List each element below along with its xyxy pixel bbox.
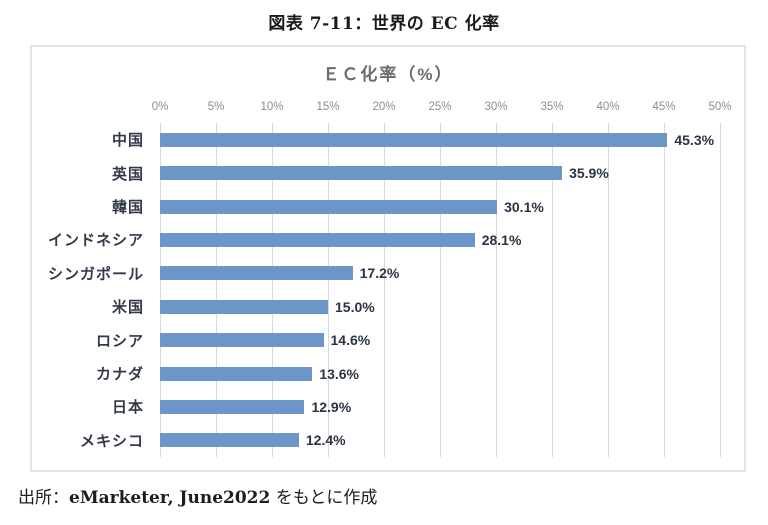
source-note: 出所：eMarketer, June2022 をもとに作成 bbox=[18, 483, 377, 508]
value-label: 45.3% bbox=[674, 131, 715, 148]
gridline bbox=[272, 123, 273, 457]
bar-row: 米国 15.0% bbox=[32, 290, 744, 323]
value-label: 17.2% bbox=[359, 265, 400, 282]
value-label: 28.1% bbox=[481, 231, 522, 248]
category-label: 韓国 bbox=[111, 199, 144, 217]
source-reference: eMarketer, June2022 bbox=[69, 488, 271, 508]
bar-track: 15.0% bbox=[160, 299, 720, 315]
bar-row: 韓国 30.1% bbox=[32, 190, 744, 223]
gridline bbox=[328, 123, 329, 457]
value-label: 12.4% bbox=[305, 432, 346, 449]
bar-row: 英国 35.9% bbox=[32, 156, 744, 189]
bar-row: 日本 12.9% bbox=[32, 390, 744, 423]
category-label: シンガポール bbox=[47, 265, 144, 283]
x-tick-label: 30% bbox=[484, 101, 508, 113]
bar bbox=[160, 433, 299, 448]
category-label: ロシア bbox=[95, 332, 144, 350]
value-label: 35.9% bbox=[569, 165, 609, 182]
value-label: 12.9% bbox=[311, 398, 352, 415]
source-suffix: をもとに作成 bbox=[270, 488, 378, 508]
value-label: 13.6% bbox=[319, 365, 360, 382]
category-label: メキシコ bbox=[79, 432, 144, 450]
x-tick-label: 35% bbox=[540, 101, 564, 113]
bar bbox=[160, 266, 353, 281]
bar-row: 中国 45.3% bbox=[32, 123, 744, 156]
gridline bbox=[384, 123, 385, 457]
gridline bbox=[496, 123, 497, 457]
bar-track: 13.6% bbox=[160, 366, 720, 382]
value-label: 15.0% bbox=[335, 298, 375, 315]
chart-title: ＥＣ化率（%） bbox=[322, 65, 454, 84]
bar-row: カナダ 13.6% bbox=[32, 357, 744, 390]
x-axis: 0% 5% 10% 15% 20% 25% 30% 35% 40% 45% 50% bbox=[152, 101, 732, 115]
gridlines bbox=[160, 123, 721, 457]
category-label: カナダ bbox=[95, 366, 144, 384]
bar bbox=[160, 166, 563, 181]
x-tick-label: 5% bbox=[207, 101, 225, 113]
gridline bbox=[440, 123, 441, 457]
x-tick-label: 40% bbox=[596, 101, 620, 113]
bar-track: 17.2% bbox=[160, 265, 720, 281]
bar bbox=[160, 299, 328, 314]
bar-rows: 中国 45.3% 英国 35.9% 韓国 30.1% インドネシア 28.1% シンガポール 17… bbox=[32, 123, 744, 457]
bar bbox=[160, 199, 498, 214]
gridline bbox=[608, 123, 609, 457]
x-tick-label: 15% bbox=[316, 101, 340, 113]
x-tick-label: 20% bbox=[372, 101, 396, 113]
chart-frame: ＥＣ化率（%） 0% 5% 10% 15% 20% 25% 30% 35% 40% 45% 50% … bbox=[30, 45, 746, 472]
bar-track: 45.3% bbox=[160, 132, 720, 148]
bar-row: ロシア 14.6% bbox=[32, 323, 744, 356]
x-tick-label: 10% bbox=[260, 101, 284, 113]
category-label: 米国 bbox=[111, 299, 144, 317]
category-label: 中国 bbox=[111, 132, 144, 150]
x-tick-label: 50% bbox=[708, 101, 732, 113]
category-label: 英国 bbox=[111, 165, 144, 183]
bar bbox=[160, 132, 668, 147]
category-label: インドネシア bbox=[47, 232, 144, 250]
bar-row: メキシコ 12.4% bbox=[32, 424, 744, 457]
bar-track: 12.9% bbox=[160, 399, 720, 415]
gridline bbox=[720, 123, 721, 457]
bar-track: 12.4% bbox=[160, 432, 720, 448]
gridline bbox=[664, 123, 665, 457]
bar-track: 35.9% bbox=[160, 165, 720, 181]
x-tick-label: 0% bbox=[151, 101, 169, 113]
bar-row: インドネシア 28.1% bbox=[32, 223, 744, 256]
gridline bbox=[552, 123, 553, 457]
value-label: 30.1% bbox=[504, 198, 544, 215]
bar bbox=[160, 366, 313, 381]
value-label: 14.6% bbox=[330, 332, 371, 349]
bar bbox=[160, 399, 305, 414]
source-prefix: 出所： bbox=[18, 488, 69, 508]
gridline bbox=[216, 123, 217, 457]
gridline bbox=[160, 123, 161, 457]
bar-track: 14.6% bbox=[160, 332, 720, 348]
bar bbox=[160, 232, 475, 247]
x-tick-label: 25% bbox=[428, 101, 452, 113]
bar bbox=[160, 333, 324, 348]
figure-title: 図表 7-11：世界の EC 化率 bbox=[268, 14, 500, 34]
bar-track: 28.1% bbox=[160, 232, 720, 248]
category-label: 日本 bbox=[111, 399, 144, 417]
x-tick-label: 45% bbox=[652, 101, 676, 113]
bar-row: シンガポール 17.2% bbox=[32, 257, 744, 290]
bar-track: 30.1% bbox=[160, 199, 720, 215]
